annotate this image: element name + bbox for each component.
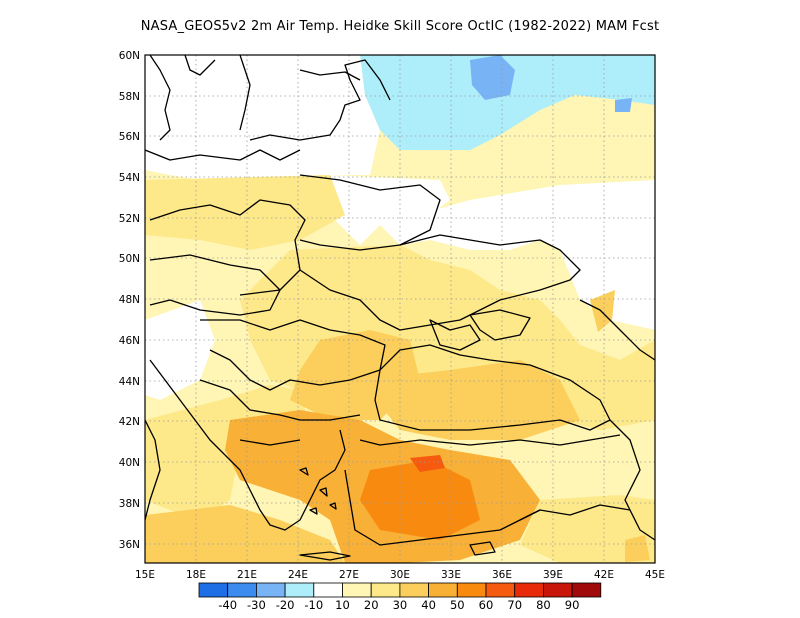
colorbar-label: -40 (218, 598, 237, 612)
lon-tick-label: 30E (390, 569, 410, 581)
skill-score-field (145, 55, 655, 563)
map-frame (144, 54, 656, 564)
lat-tick-label: 58N (119, 91, 140, 103)
poland-border (149, 199, 306, 296)
lat-tick-label: 56N (119, 131, 140, 143)
colorbar-label: 20 (364, 598, 379, 612)
light-blue-region (360, 55, 655, 150)
lat-tick-label: 46N (119, 335, 140, 347)
east-border (609, 419, 655, 541)
lon-tick-labels: 15E 18E 21E 24E 27E 30E 33E 36E 39E 42E … (135, 569, 665, 581)
cyprus (469, 541, 496, 556)
lat-tick-label: 38N (119, 498, 140, 510)
belarus-border (299, 174, 441, 251)
colorbar-swatch (571, 582, 602, 598)
lat-tick-label: 48N (119, 294, 140, 306)
orange-region-se (625, 535, 650, 562)
colorbar-label: 40 (421, 598, 436, 612)
yellow-region-south (145, 505, 345, 563)
turkey-coast (344, 434, 621, 546)
lat-tick-label: 54N (119, 172, 140, 184)
lon-tick-label: 21E (237, 569, 257, 581)
lon-tick-label: 42E (594, 569, 614, 581)
lat-tick-label: 60N (119, 50, 140, 62)
lat-tick-label: 44N (119, 376, 140, 388)
dark-orange-region (410, 455, 445, 472)
crimea (429, 319, 481, 351)
colorbar-swatch (428, 582, 458, 598)
lat-tick-label: 52N (119, 213, 140, 225)
blue-region (470, 55, 515, 100)
colorbar-swatch (456, 582, 487, 598)
ukraine-border (299, 234, 581, 331)
yellow-region-poland (145, 175, 345, 250)
lat-tick-label: 40N (119, 457, 140, 469)
baltic-coast (249, 59, 391, 141)
lon-tick-label: 33E (441, 569, 461, 581)
lat-tick-labels: 36N 38N 40N 42N 44N 46N 48N 50N 52N 54N … (119, 50, 140, 551)
colorbar-label: 70 (507, 598, 522, 612)
colorbar-swatch (313, 582, 343, 598)
lon-tick-label: 27E (339, 569, 359, 581)
white-region-east (380, 180, 655, 330)
colorbar-label: 10 (335, 598, 350, 612)
colorbar-swatch (514, 582, 544, 598)
finland-gulf (299, 69, 361, 81)
colorbar-swatch (399, 582, 429, 598)
lon-tick-label: 45E (645, 569, 665, 581)
colorbar: -40 -30 -20 -10 10 20 30 40 50 60 70 80 90 (198, 582, 602, 612)
crete (299, 551, 351, 561)
lon-tick-label: 15E (135, 569, 155, 581)
blue-region-small (615, 98, 632, 112)
colorbar-swatch (284, 582, 315, 598)
grid-lines (145, 55, 655, 563)
greece-coast (224, 429, 346, 531)
orange-region-turkey (360, 460, 480, 540)
caucasus-border (579, 299, 655, 361)
lon-tick-label: 18E (186, 569, 206, 581)
colorbar-label: 50 (450, 598, 465, 612)
aegean-islands (299, 467, 337, 515)
lat-tick-label: 42N (119, 416, 140, 428)
lon-tick-label: 24E (288, 569, 308, 581)
colorbar-swatch (485, 582, 516, 598)
coastlines-and-borders (145, 55, 655, 561)
colorbar-label: -10 (304, 598, 323, 612)
northern-coast-germany (145, 149, 301, 161)
colorbar-swatch (227, 582, 257, 598)
colorbar-label: 90 (565, 598, 580, 612)
adriatic-coast (149, 359, 226, 456)
colorbar-label: -20 (276, 598, 295, 612)
colorbar-label: 80 (536, 598, 551, 612)
yellow-region-east (590, 290, 615, 332)
orange-region-blacksea (360, 360, 580, 440)
colorbar-swatch (198, 582, 229, 598)
lat-tick-label: 36N (119, 539, 140, 551)
scandinavia-coast (149, 55, 251, 141)
colorbar-swatch (370, 582, 401, 598)
colorbar-label: 30 (393, 598, 408, 612)
lon-tick-label: 36E (492, 569, 512, 581)
colorbar-label: -30 (247, 598, 266, 612)
lat-tick-label: 50N (119, 253, 140, 265)
balkan-borders (199, 379, 361, 446)
map-title: NASA_GEOS5v2 2m Air Temp. Heidke Skill S… (140, 19, 660, 34)
white-region-north (145, 55, 380, 185)
lon-tick-label: 39E (543, 569, 563, 581)
colorbar-label: 60 (479, 598, 494, 612)
white-region-west (145, 300, 215, 400)
middle-east-border (519, 504, 631, 521)
italy-coast (145, 419, 161, 521)
azov-sea (469, 309, 531, 341)
colorbar-swatch (255, 582, 286, 598)
white-region-belarus (330, 175, 450, 245)
colorbar-swatch (543, 582, 573, 598)
colorbar-swatch (342, 582, 372, 598)
czech-slovak-border (149, 254, 281, 316)
